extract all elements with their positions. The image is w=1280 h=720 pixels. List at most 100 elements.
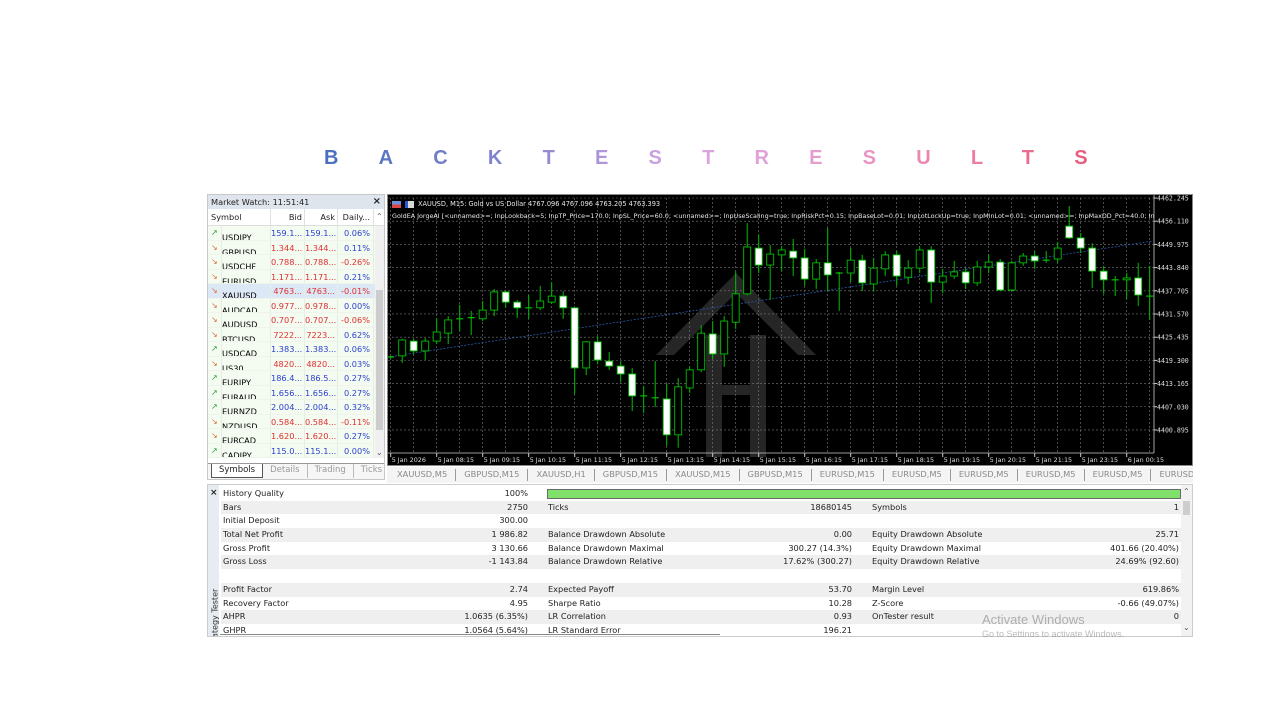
symbol-row[interactable]: ↘ AUDUSD 0.707... 0.707... -0.06%	[208, 313, 376, 328]
symbol-row[interactable]: ↗ USDJPY 159.1... 159.1... 0.06%	[208, 226, 376, 241]
candle-bull	[812, 262, 821, 280]
column-ask[interactable]: Ask	[305, 209, 338, 225]
bid-price: 159.1...	[271, 226, 305, 240]
chart-tab[interactable]: EURUSD,M15	[812, 469, 884, 481]
x-tick-label: 5 Jan 08:15	[438, 456, 474, 464]
close-icon[interactable]: ×	[372, 196, 381, 207]
symbol-row[interactable]: ↗ EURAUD 1.656... 1.656... 0.27%	[208, 385, 376, 400]
metric-label: Z-Score	[872, 597, 904, 608]
x-tick-label: 5 Jan 23:15	[1082, 456, 1118, 464]
ask-price: 0.584...	[305, 414, 338, 428]
symbol-name: BTCUSD	[222, 334, 256, 341]
price-chart[interactable]: 4462.245 4456.110 4449.975 4443.840 4437.705…	[387, 194, 1193, 466]
ask-price: 159.1...	[305, 226, 338, 240]
chart-tab[interactable]: XAUUSD,M5	[387, 469, 457, 481]
symbol-row[interactable]: ↘ AUDCAD 0.977... 0.978... 0.00%	[208, 298, 376, 313]
tester-bottom-tabs[interactable]	[220, 634, 720, 636]
chart-tab[interactable]: EURUSD,M15	[1151, 469, 1193, 481]
chart-tab[interactable]: EURUSD,M5	[1085, 469, 1152, 481]
chart-tab[interactable]: EURUSD,M5	[951, 469, 1018, 481]
ask-price: 1.620...	[305, 429, 338, 443]
column-bid[interactable]: Bid	[271, 209, 305, 225]
y-tick-label: 4413.165	[1157, 380, 1189, 388]
arrow-down-icon: ↘	[211, 429, 222, 443]
chart-tab[interactable]: GBPUSD,M15	[595, 469, 668, 481]
metric-label: Ticks	[548, 501, 569, 512]
metric-label: Initial Deposit	[223, 515, 280, 526]
chart-tab[interactable]: GBPUSD,M15	[740, 469, 812, 481]
x-tick-label: 5 Jan 21:15	[1036, 456, 1072, 464]
chart-tab[interactable]: EURUSD,M5	[884, 469, 951, 481]
symbol-row[interactable]: ↘ GBPUSD 1.344... 1.344... 0.11%	[208, 240, 376, 255]
market-watch-scrollbar[interactable]: ⌃ ⌄	[375, 212, 384, 458]
symbol-cell: ↗ USDCAD	[208, 342, 271, 356]
bid-price: 0.977...	[271, 298, 305, 312]
tab-trading[interactable]: Trading	[308, 464, 354, 478]
scrollbar-thumb[interactable]	[376, 290, 383, 430]
daily-change: 0.03%	[338, 356, 374, 370]
x-tick-label: 5 Jan 15:15	[760, 456, 796, 464]
metric-value: 100%	[504, 488, 528, 498]
symbol-row[interactable]: ↘ BTCUSD 7222... 7223... 0.62%	[208, 327, 376, 342]
candle-bull	[582, 341, 591, 369]
candle-bull	[973, 266, 982, 284]
result-row: Profit Factor 2.74 Expected Payoff 53.70 Mar…	[221, 582, 1181, 597]
activate-windows-hint: Go to Settings to activate Windows.	[982, 629, 1125, 637]
metric-label: History Quality	[223, 488, 284, 498]
symbol-row[interactable]: ↘ US30 4820... 4820... 0.03%	[208, 356, 376, 371]
daily-change: 0.06%	[338, 342, 374, 356]
symbol-list: ↗ USDJPY 159.1... 159.1... 0.06% ↘ GBPUSD 1.344…	[208, 226, 376, 458]
arrow-down-icon: ↘	[211, 240, 222, 254]
symbol-cell: ↘ AUDUSD	[208, 313, 271, 327]
daily-change: 0.21%	[338, 269, 374, 283]
bid-price: 7222...	[271, 327, 305, 341]
metric-label: Balance Drawdown Relative	[548, 556, 663, 567]
metric-label: OnTester result	[872, 611, 934, 622]
ask-price: 0.707...	[305, 313, 338, 327]
scroll-up-icon[interactable]: ⌃	[376, 212, 383, 221]
tab-details[interactable]: Details	[263, 464, 308, 478]
metric-value: 2.74	[509, 583, 528, 594]
backtest-results-table: History Quality 100% Bars 2750 Ticks 18680145…	[221, 487, 1181, 636]
candle-bear	[628, 373, 637, 397]
candle-bear	[754, 247, 763, 266]
symbol-row[interactable]: ↘ EURUSD 1.171... 1.171... 0.21%	[208, 269, 376, 284]
scrollbar-thumb[interactable]	[1183, 501, 1190, 515]
chart-tab[interactable]: EURUSD,M5	[1018, 469, 1085, 481]
symbol-row[interactable]: ↘ USDCHF 0.788... 0.788... -0.26%	[208, 255, 376, 270]
symbol-row[interactable]: ↘ NZDUSD 0.584... 0.584... -0.11%	[208, 414, 376, 429]
page-title: BACKTESTRESULTS	[324, 147, 1128, 169]
column-daily[interactable]: Daily...	[338, 209, 374, 225]
metric-label: Recovery Factor	[223, 597, 289, 608]
y-tick-label: 4431.570	[1157, 310, 1189, 318]
metric-value: 3 130.66	[491, 542, 528, 553]
column-symbol[interactable]: Symbol	[208, 209, 271, 225]
scroll-up-icon[interactable]: ⌃	[1183, 487, 1190, 496]
candle-bull	[743, 246, 752, 295]
scroll-down-icon[interactable]: ⌄	[1183, 623, 1190, 632]
symbol-row[interactable]: ↘ XAUUSD 4763... 4763... -0.01%	[208, 284, 376, 299]
symbol-row[interactable]: ↘ EURCAD 1.620... 1.620... 0.27%	[208, 429, 376, 444]
chart-tab[interactable]: GBPUSD,M15	[456, 469, 529, 481]
chart-window-icon	[392, 200, 401, 208]
metric-value: -0.66 (49.07%)	[1117, 597, 1179, 608]
arrow-up-icon: ↗	[211, 226, 222, 240]
tester-scrollbar[interactable]: ⌃ ⌄	[1181, 485, 1192, 636]
symbol-row[interactable]: ↗ EURNZD 2.004... 2.004... 0.32%	[208, 400, 376, 415]
metric-value: 53.70	[828, 583, 852, 594]
symbol-row[interactable]: ↗ EURJPY 186.4... 186.5... 0.27%	[208, 371, 376, 386]
daily-change: 0.32%	[338, 400, 374, 414]
symbol-name: USDCAD	[222, 348, 258, 356]
chart-tab[interactable]: XAUUSD,M15	[667, 469, 740, 481]
symbol-name: EURAUD	[222, 392, 257, 399]
tab-symbols[interactable]: Symbols	[211, 464, 264, 478]
ask-price: 0.788...	[305, 255, 338, 269]
chart-tab[interactable]: XAUUSD,H1	[528, 469, 595, 481]
symbol-row[interactable]: ↗ USDCAD 1.383... 1.383... 0.06%	[208, 342, 376, 357]
metric-label: Equity Drawdown Relative	[872, 556, 980, 567]
tab-ticks[interactable]: Ticks	[354, 464, 384, 478]
scroll-down-icon[interactable]: ⌄	[376, 448, 383, 457]
close-icon[interactable]: ×	[210, 488, 218, 498]
symbol-row[interactable]: ↗ CADJPY 115.0... 115.1... 0.00%	[208, 443, 376, 458]
daily-change: 0.11%	[338, 240, 374, 254]
